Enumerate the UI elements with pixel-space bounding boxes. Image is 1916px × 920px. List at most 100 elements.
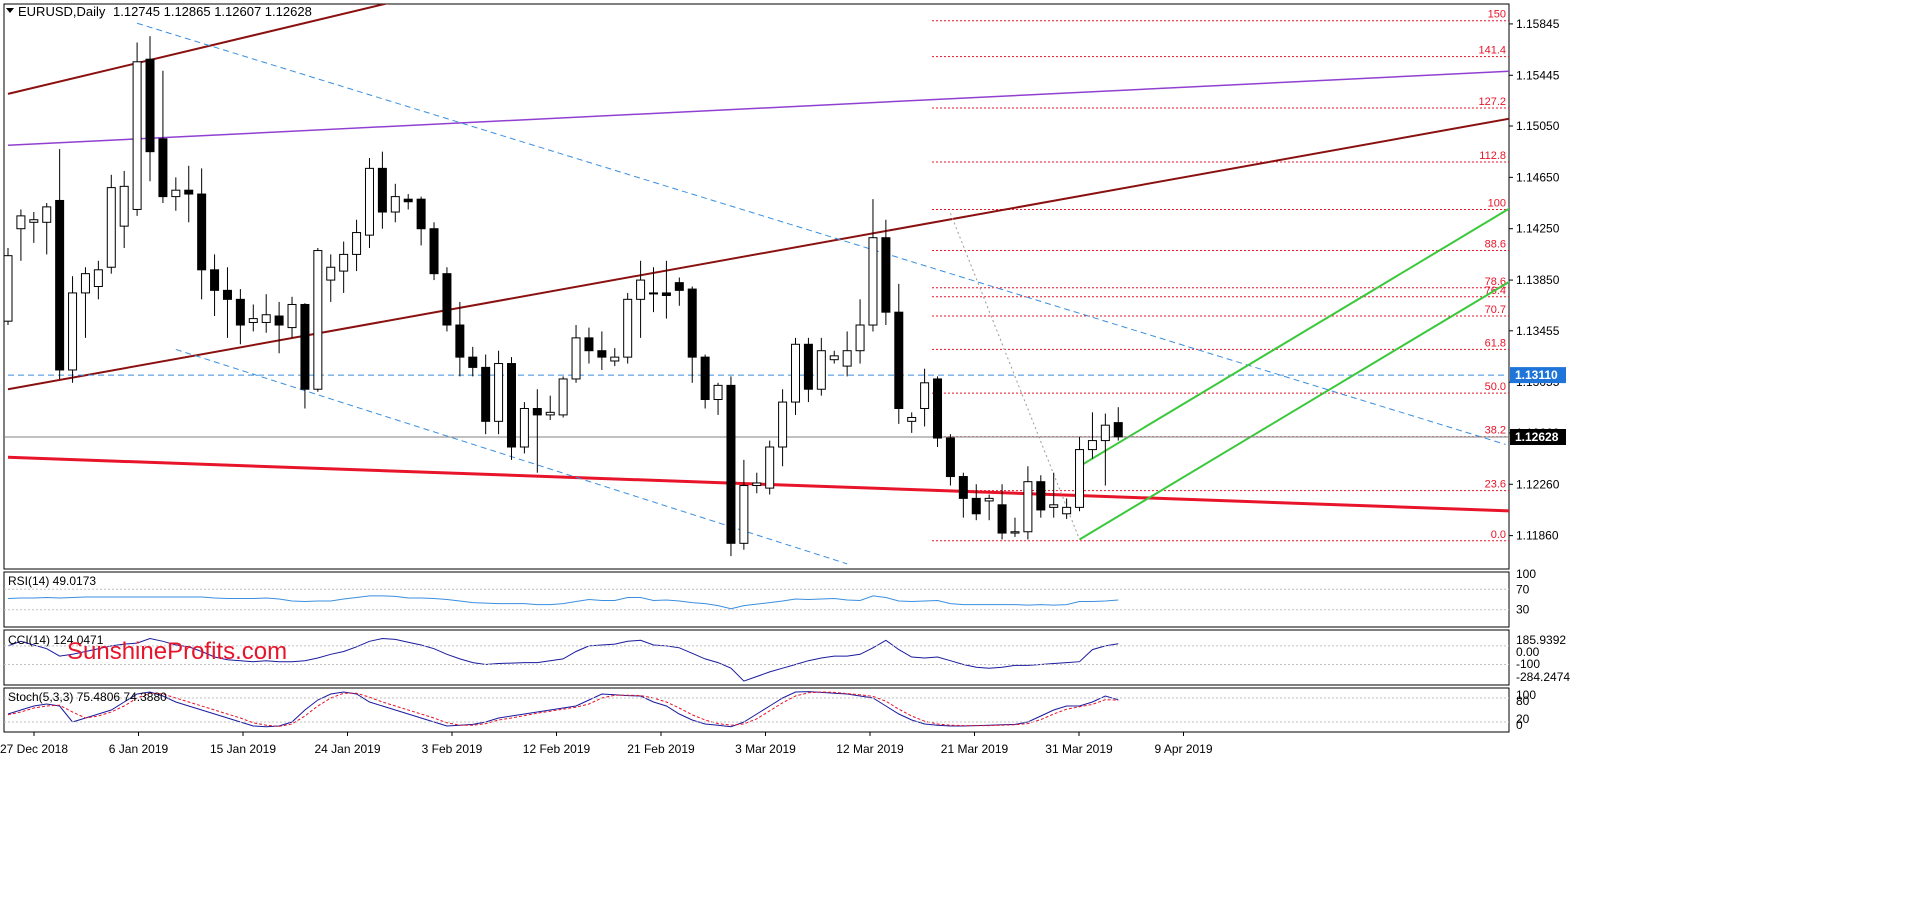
price-axis: 1.15845 1.15445 1.15050 1.14650 1.14250 1.138… — [1509, 17, 1566, 543]
candle — [1010, 517, 1020, 537]
candle-bull — [42, 206, 52, 223]
candle-bull — [868, 237, 878, 326]
candle — [210, 254, 220, 317]
candle — [519, 402, 529, 454]
trendlines — [4, 4, 1509, 565]
candle — [945, 434, 955, 486]
fib-label: 112.8 — [1479, 150, 1506, 162]
y-tick-label: 1.14650 — [1516, 170, 1560, 184]
x-tick-label: 9 Apr 2019 — [1154, 742, 1212, 756]
candle — [352, 219, 362, 272]
y-tick-label: 1.13455 — [1516, 324, 1560, 338]
candle-bull — [752, 482, 762, 487]
candle-bull — [1049, 504, 1059, 508]
chart-ohlc: 1.12745 1.12865 1.12607 1.12628 — [113, 4, 312, 19]
candle-bear — [933, 378, 943, 439]
fib-label: 78.6 — [1485, 276, 1506, 288]
candle — [222, 267, 232, 338]
candle-bear — [532, 407, 542, 416]
fib-label: 150 — [1488, 9, 1506, 21]
price-tag-black — [1510, 428, 1566, 445]
candle — [481, 354, 491, 435]
candle-bear — [1113, 422, 1123, 438]
candle — [274, 301, 284, 354]
price-tag-blue — [1510, 367, 1566, 384]
x-tick-label: 6 Jan 2019 — [109, 742, 169, 756]
candle — [649, 267, 658, 313]
candle — [636, 260, 646, 338]
trendline-green-upper — [1079, 207, 1509, 468]
x-tick-label: 27 Dec 2018 — [0, 742, 68, 756]
cci-line — [7, 637, 1119, 682]
dropdown-triangle-icon[interactable] — [6, 8, 14, 13]
candle — [326, 254, 336, 302]
x-tick-label: 12 Mar 2019 — [836, 742, 904, 756]
candle — [803, 337, 813, 403]
candle-bull — [364, 167, 374, 236]
candle — [778, 389, 788, 467]
candle-bull — [519, 407, 529, 448]
candle — [687, 286, 697, 383]
candle-bull — [765, 446, 775, 489]
candle — [390, 183, 400, 223]
candle-bear — [300, 303, 310, 390]
rsi-tick-label: 100 — [1516, 567, 1536, 581]
stoch-signal-line — [7, 691, 1119, 727]
candle-bull — [829, 355, 839, 361]
candle-bull — [352, 232, 362, 255]
candle-bear — [210, 269, 220, 291]
cci-label: CCI(14) 124.0471 — [8, 633, 104, 647]
candle — [429, 222, 439, 281]
candle — [765, 440, 775, 495]
candle — [261, 294, 271, 333]
candle-bear — [997, 504, 1007, 534]
candle — [894, 283, 904, 424]
candle — [468, 346, 478, 377]
candle-bull — [1023, 481, 1033, 533]
candle-bull — [545, 411, 555, 416]
candle-bull — [261, 314, 271, 323]
candle — [752, 472, 762, 494]
trendline-purple-line — [7, 70, 1509, 146]
candle — [455, 301, 465, 377]
candle-bull — [920, 382, 930, 409]
candle — [403, 194, 413, 210]
candle-bull — [1062, 506, 1072, 515]
candle — [300, 303, 310, 409]
stoch-tick-label: 100 — [1516, 688, 1536, 702]
candle — [106, 174, 116, 274]
x-tick-label: 24 Jan 2019 — [314, 742, 380, 756]
candle — [971, 484, 981, 521]
candle-bull — [93, 269, 103, 288]
candle — [571, 325, 581, 383]
candle — [339, 241, 349, 293]
candle-bull — [132, 61, 142, 210]
candle — [855, 299, 865, 364]
candle — [3, 247, 13, 326]
candle-bull — [3, 255, 13, 322]
candle-bear — [700, 356, 710, 400]
candle-bear — [894, 311, 904, 409]
candle-bull — [791, 343, 801, 403]
fib-label: 23.6 — [1485, 479, 1506, 491]
candle-bull — [29, 219, 39, 223]
x-tick-label: 21 Feb 2019 — [627, 742, 695, 756]
x-tick-label: 12 Feb 2019 — [523, 742, 591, 756]
candle — [42, 203, 52, 255]
candle-bear — [468, 356, 478, 368]
candle — [93, 260, 103, 300]
candle-bull — [842, 350, 852, 367]
candle — [119, 170, 129, 248]
fib-label: 70.7 — [1485, 304, 1506, 316]
candle-bull — [494, 363, 504, 422]
candle-bear — [442, 273, 452, 326]
candle — [842, 331, 852, 377]
candle-bull — [623, 298, 633, 358]
candle — [610, 348, 620, 367]
candle-bull — [610, 356, 620, 362]
candle — [68, 276, 78, 383]
candle — [674, 277, 684, 306]
fib-label: 38.2 — [1485, 425, 1506, 437]
candle — [1062, 498, 1072, 519]
